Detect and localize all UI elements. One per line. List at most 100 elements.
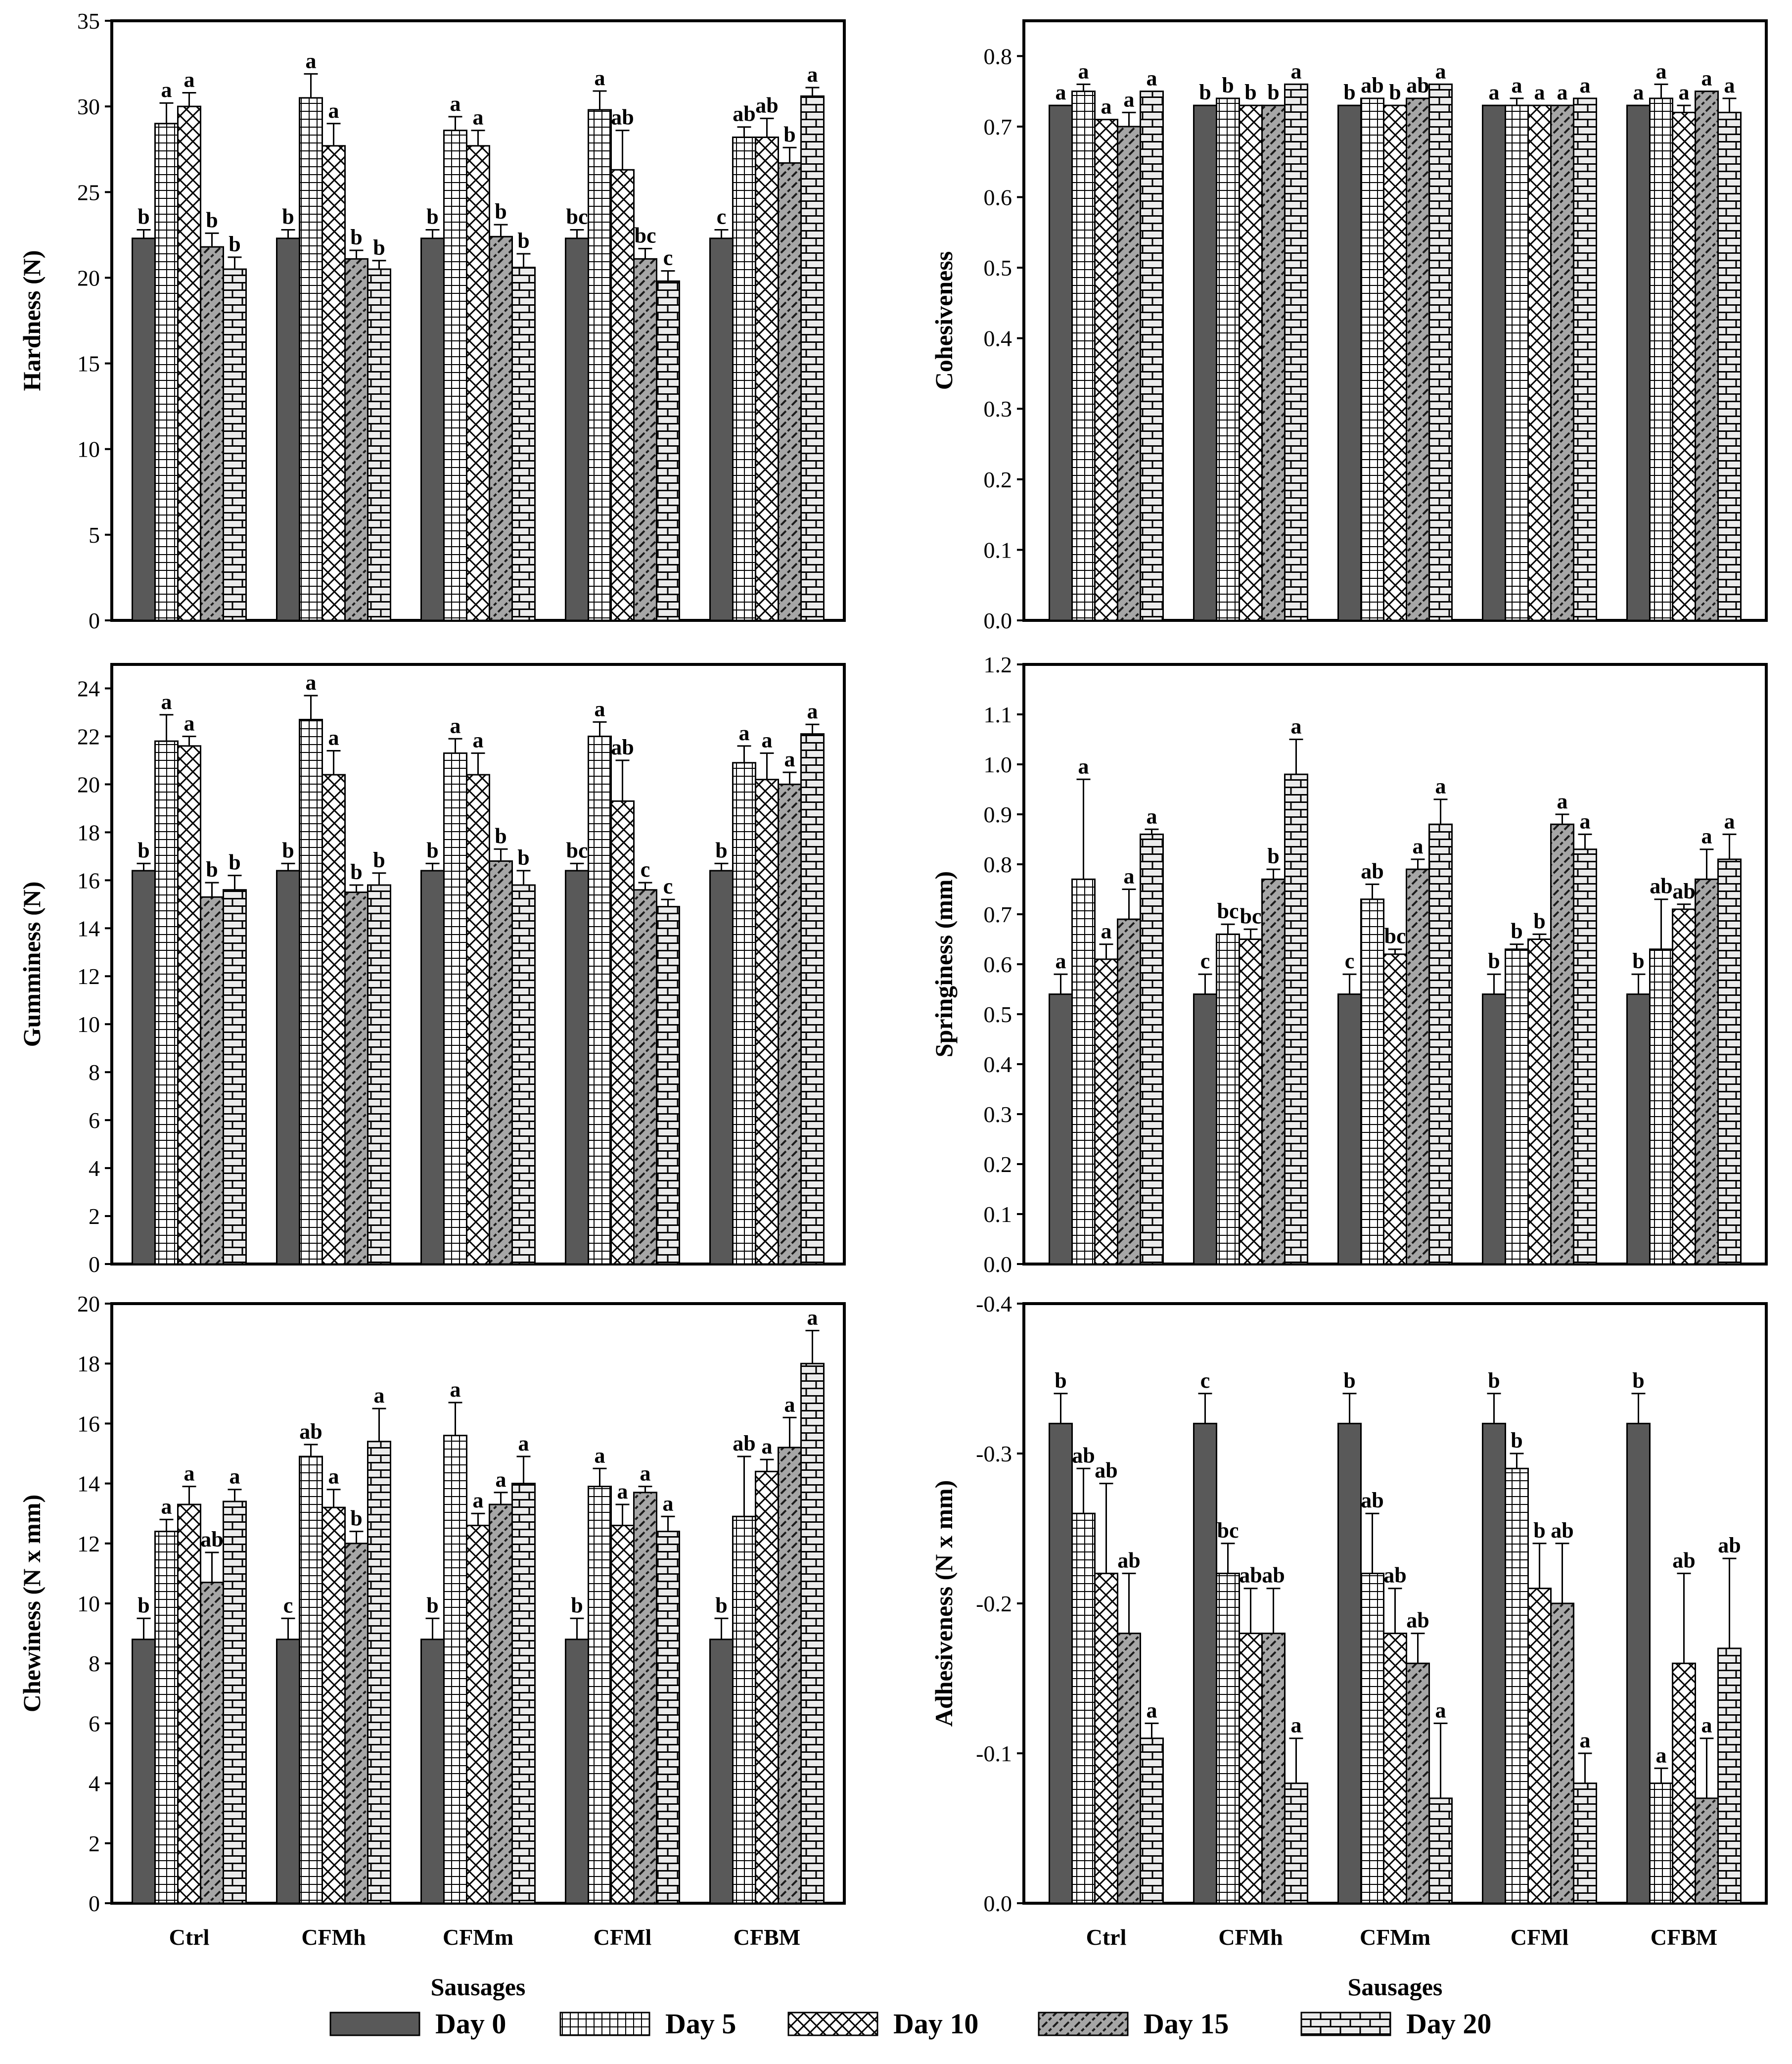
- cohesiveness-bar: [1717, 111, 1742, 621]
- hardness-significance-letter: a: [807, 62, 818, 87]
- chewiness-bar: [565, 1639, 589, 1904]
- chewiness-bar: [344, 1543, 368, 1904]
- cohesiveness-significance-letter: b: [1389, 80, 1401, 104]
- springiness-significance-letter: a: [1724, 809, 1735, 833]
- gumminess-significance-letter: a: [595, 697, 605, 721]
- gumminess-bar: [588, 735, 612, 1265]
- adhesiveness-bar: [1284, 1783, 1308, 1904]
- adhesiveness-xtick-label: CFMh: [1218, 1924, 1283, 1950]
- gumminess-ytick-label: 24: [77, 676, 100, 701]
- adhesiveness-significance-letter: ab: [1383, 1563, 1406, 1588]
- gumminess-significance-letter: b: [229, 850, 240, 875]
- adhesiveness-ytick-label: -0.1: [976, 1741, 1012, 1766]
- adhesiveness-bar: [1117, 1633, 1141, 1904]
- gumminess-bar: [633, 889, 657, 1265]
- hardness-significance-letter: b: [206, 208, 218, 232]
- cohesiveness-ytick-label: 0.6: [984, 185, 1012, 210]
- adhesiveness-bar: [1360, 1572, 1384, 1904]
- chewiness-significance-letter: a: [762, 1434, 773, 1458]
- springiness-significance-letter: a: [1580, 809, 1591, 833]
- chewiness-significance-letter: a: [784, 1392, 795, 1416]
- cohesiveness-bar: [1094, 119, 1118, 621]
- adhesiveness-significance-letter: ab: [1072, 1443, 1095, 1467]
- cohesiveness-significance-letter: b: [1343, 80, 1355, 104]
- hardness-significance-letter: a: [450, 92, 461, 116]
- springiness-significance-letter: a: [1291, 714, 1302, 739]
- cohesiveness-bar: [1527, 104, 1552, 621]
- springiness-significance-letter: b: [1267, 844, 1279, 868]
- adhesiveness-xtick-label: CFBM: [1651, 1924, 1717, 1950]
- cohesiveness-significance-letter: b: [1244, 80, 1256, 104]
- chewiness-significance-letter: a: [640, 1461, 651, 1486]
- gumminess-ylabel: Gumminess (N): [18, 882, 46, 1047]
- adhesiveness-bar: [1193, 1422, 1217, 1904]
- hardness-significance-letter: ab: [755, 93, 778, 117]
- hardness-bar: [778, 162, 802, 621]
- adhesiveness-bar: [1140, 1737, 1164, 1904]
- springiness-bar: [1261, 878, 1286, 1265]
- springiness-bar: [1406, 868, 1430, 1265]
- legend-label: Day 10: [893, 2008, 978, 2040]
- hardness-bar: [610, 169, 635, 621]
- springiness-ytick-label: 0.4: [984, 1052, 1012, 1077]
- hardness-significance-letter: b: [138, 204, 149, 229]
- cohesiveness-bar: [1406, 97, 1430, 621]
- gumminess-bar: [565, 870, 589, 1265]
- hardness-bar: [299, 97, 323, 621]
- hardness-ytick-label: 15: [77, 351, 100, 376]
- springiness-ytick-label: 0.1: [984, 1202, 1012, 1227]
- cohesiveness-significance-letter: b: [1222, 73, 1234, 97]
- cohesiveness-significance-letter: a: [1147, 66, 1157, 91]
- legend-label: Day 0: [435, 2008, 506, 2040]
- chewiness-bar: [154, 1531, 179, 1904]
- cohesiveness-significance-letter: b: [1267, 80, 1279, 104]
- springiness-significance-letter: a: [1124, 864, 1135, 889]
- cohesiveness-bar: [1505, 104, 1529, 621]
- adhesiveness-bar: [1216, 1572, 1240, 1904]
- gumminess-bar: [322, 774, 346, 1265]
- adhesiveness-ytick-label: -0.3: [976, 1441, 1012, 1466]
- hardness-significance-letter: c: [663, 246, 673, 270]
- chewiness-bar: [732, 1515, 756, 1904]
- adhesiveness-bar: [1094, 1572, 1118, 1904]
- chewiness-significance-letter: a: [473, 1488, 484, 1512]
- adhesiveness-significance-letter: b: [1488, 1368, 1500, 1393]
- gumminess-bar: [755, 779, 779, 1265]
- gumminess-significance-letter: c: [641, 857, 650, 882]
- cohesiveness-bar: [1482, 104, 1506, 621]
- chewiness-significance-letter: a: [184, 1461, 195, 1486]
- hardness-bar: [466, 145, 490, 621]
- gumminess-significance-letter: b: [350, 860, 362, 884]
- gumminess-ytick-label: 0: [89, 1252, 100, 1277]
- springiness-significance-letter: a: [1701, 824, 1712, 848]
- chewiness-xtick-label: CFMh: [301, 1924, 366, 1950]
- cohesiveness-significance-letter: ab: [1361, 73, 1383, 97]
- chewiness-significance-letter: b: [426, 1593, 438, 1617]
- hardness-bar: [276, 237, 300, 621]
- chewiness-bar: [778, 1447, 802, 1904]
- hardness-bar: [656, 280, 680, 621]
- chewiness-bar: [588, 1486, 612, 1904]
- springiness-significance-letter: bc: [1240, 904, 1262, 928]
- springiness-ytick-label: 0.5: [984, 1002, 1012, 1027]
- cohesiveness-bar: [1117, 126, 1141, 621]
- cohesiveness-significance-letter: a: [1512, 73, 1522, 97]
- gumminess-ytick-label: 12: [77, 964, 100, 989]
- chewiness-bar: [489, 1503, 513, 1904]
- adhesiveness-xlabel: Sausages: [1348, 1973, 1443, 2001]
- gumminess-ytick-label: 14: [77, 916, 100, 941]
- springiness-bar: [1695, 878, 1719, 1265]
- chewiness-significance-letter: ab: [200, 1527, 223, 1551]
- springiness-bar: [1284, 773, 1308, 1265]
- chewiness-ytick-label: 16: [77, 1411, 100, 1436]
- springiness-ytick-label: 0.3: [984, 1102, 1012, 1127]
- adhesiveness-bar: [1337, 1422, 1362, 1904]
- cohesiveness-significance-letter: ab: [1406, 73, 1429, 97]
- adhesiveness-significance-letter: b: [1632, 1368, 1644, 1393]
- chewiness-ytick-label: 4: [89, 1771, 100, 1796]
- gumminess-significance-letter: a: [784, 747, 795, 771]
- springiness-significance-letter: c: [1200, 949, 1210, 973]
